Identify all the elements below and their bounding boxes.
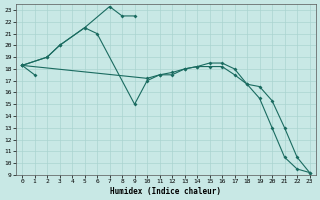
X-axis label: Humidex (Indice chaleur): Humidex (Indice chaleur) bbox=[110, 187, 221, 196]
